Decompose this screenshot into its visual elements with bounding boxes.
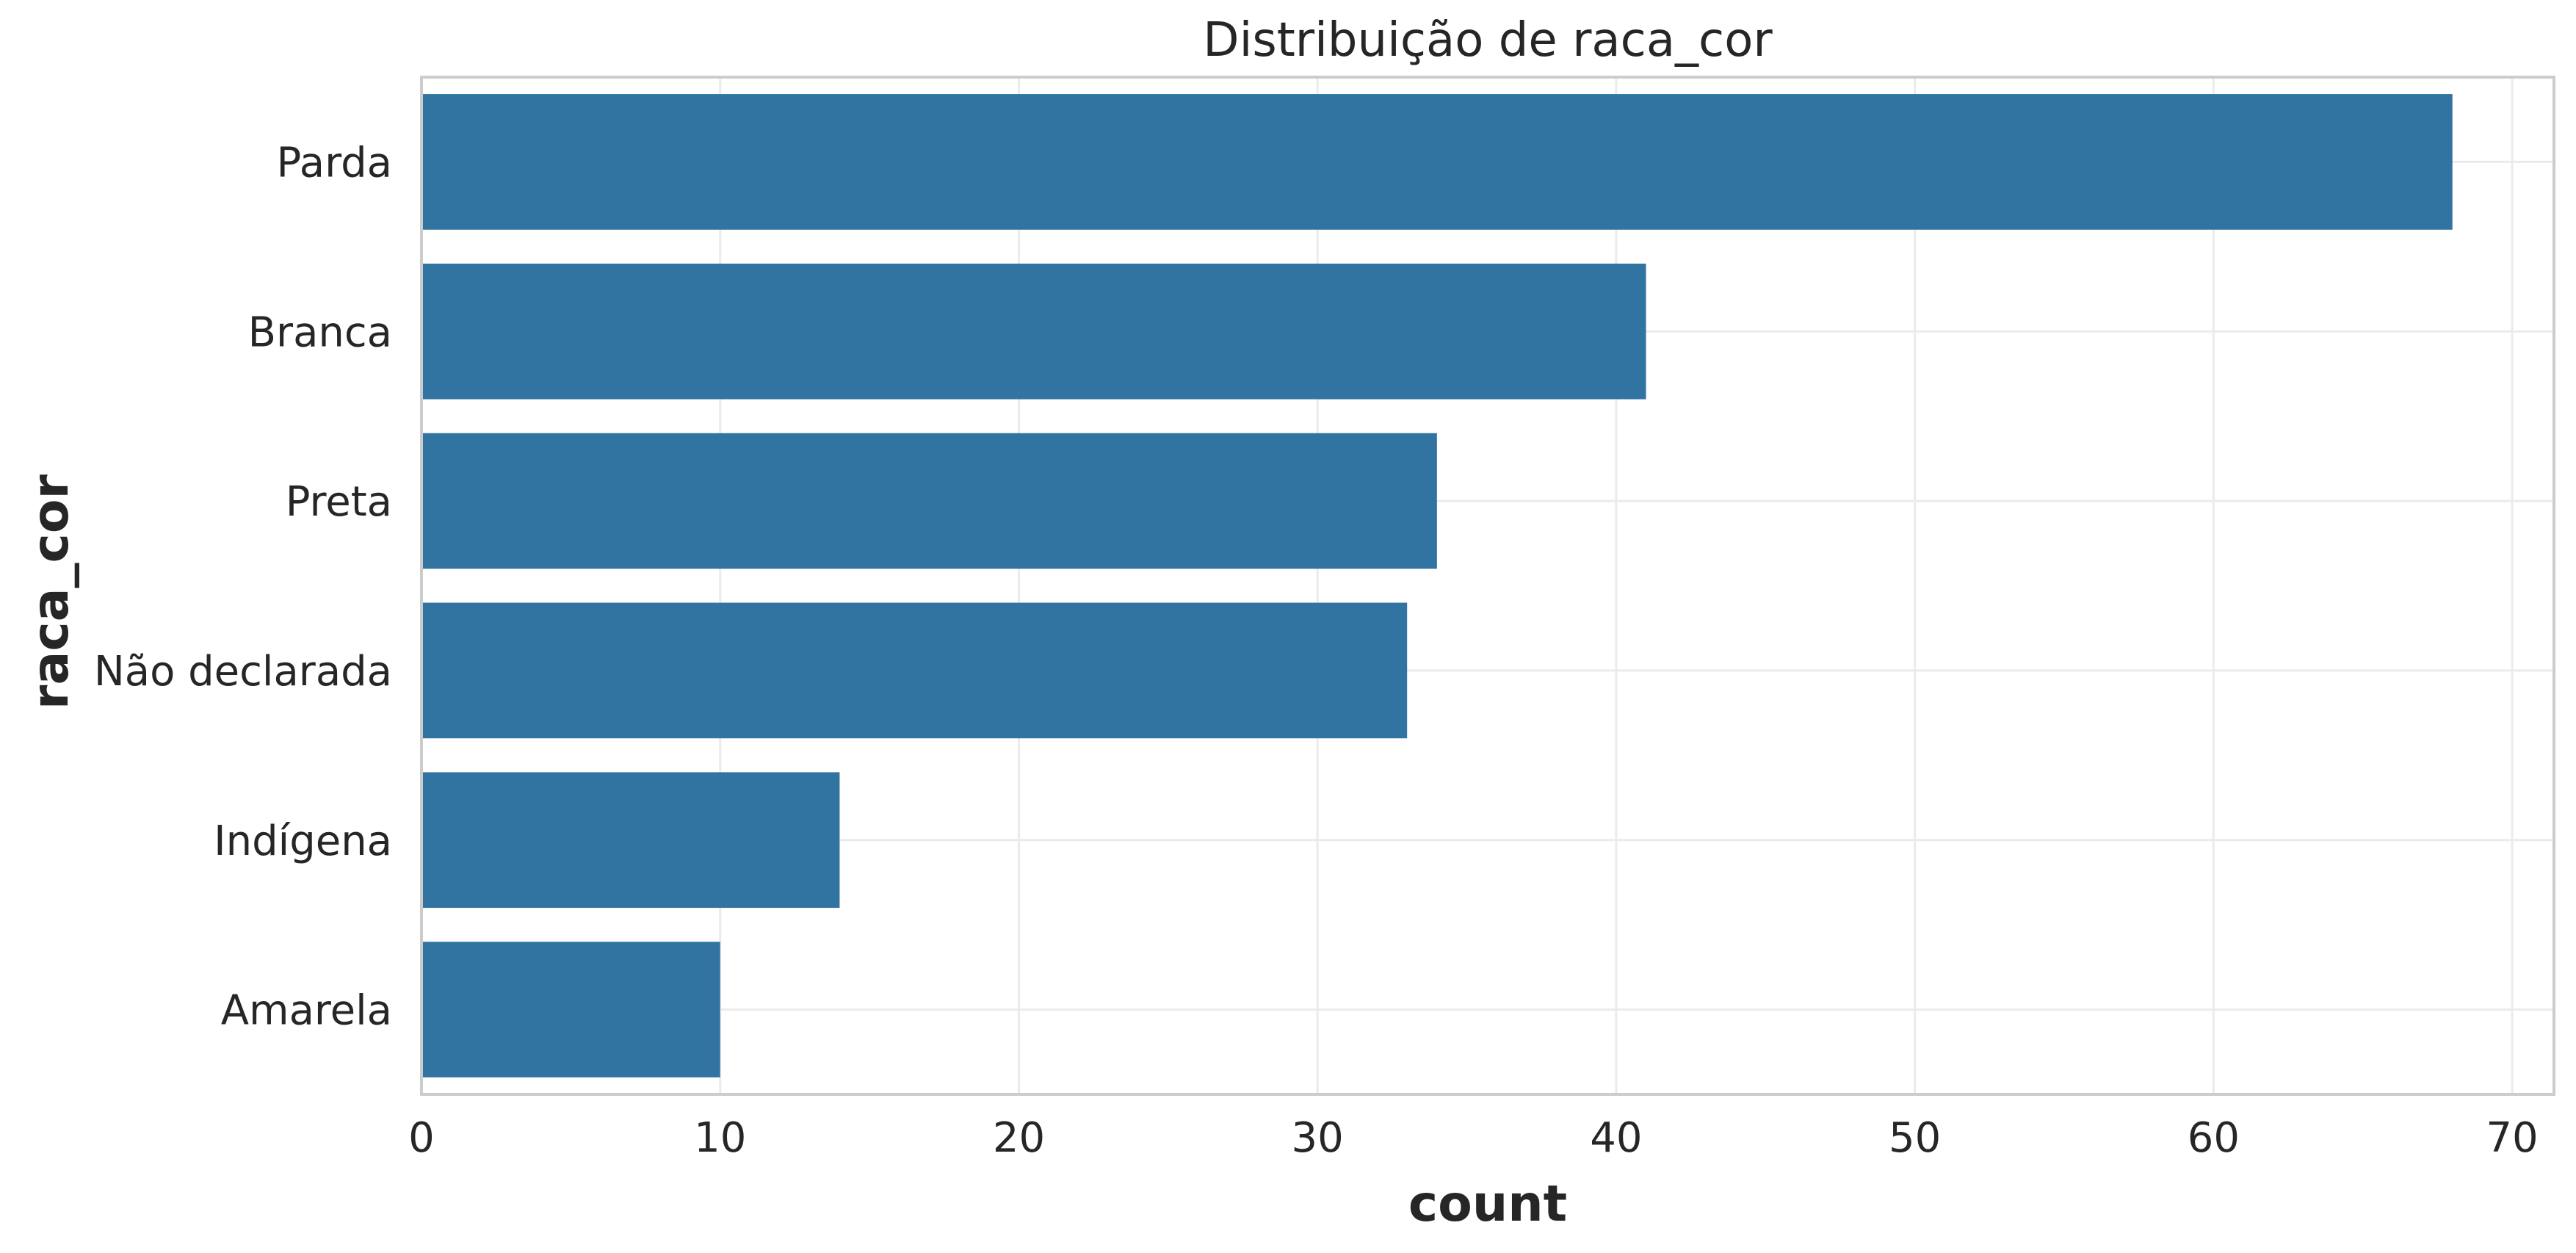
- y-tick-label: Não declarada: [94, 648, 392, 696]
- x-tick-label: 60: [2188, 1114, 2240, 1162]
- bar-parda: [422, 94, 2453, 230]
- x-tick-label: 20: [993, 1114, 1045, 1162]
- y-tick-label: Amarela: [221, 987, 392, 1035]
- y-tick-label: Preta: [286, 478, 392, 526]
- x-axis-ticks: 0 10 20 30 40 50 60 70: [408, 1114, 2539, 1162]
- plot-frame: [420, 76, 2555, 1096]
- x-tick-label: 10: [694, 1114, 746, 1162]
- x-tick-label: 30: [1292, 1114, 1344, 1162]
- bar-branca: [422, 263, 1646, 400]
- x-tick-label: 40: [1590, 1114, 1642, 1162]
- chart-title: Distribuição de raca_cor: [1203, 13, 1773, 68]
- y-axis-title: raca_cor: [22, 474, 80, 709]
- bar-preta: [422, 433, 1437, 569]
- y-tick-label: Branca: [248, 308, 392, 356]
- x-tick-label: 0: [408, 1114, 435, 1162]
- bars: [422, 94, 2453, 1077]
- x-tick-label: 70: [2486, 1114, 2538, 1162]
- bar-amarela: [422, 942, 720, 1077]
- x-axis-title: count: [1408, 1175, 1567, 1233]
- x-tick-label: 50: [1889, 1114, 1941, 1162]
- y-axis-ticks: Parda Branca Preta Não declarada Indígena Ama…: [94, 139, 392, 1034]
- bar-não-declarada: [422, 602, 1408, 739]
- y-tick-label: Parda: [277, 139, 392, 187]
- y-tick-label: Indígena: [214, 817, 392, 865]
- bar-indígena: [422, 772, 840, 909]
